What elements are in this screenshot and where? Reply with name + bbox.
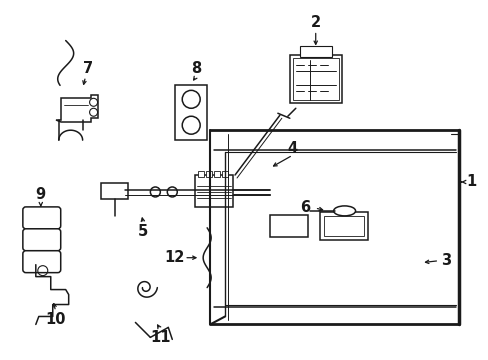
Bar xyxy=(195,175,233,207)
Bar xyxy=(222,171,227,177)
Bar xyxy=(292,58,338,100)
Bar xyxy=(319,212,367,240)
Ellipse shape xyxy=(333,206,355,216)
FancyBboxPatch shape xyxy=(23,251,61,273)
Bar xyxy=(214,171,220,177)
Bar xyxy=(101,183,128,199)
Text: 6: 6 xyxy=(299,201,309,215)
Polygon shape xyxy=(56,95,98,122)
Text: 4: 4 xyxy=(287,141,297,156)
Text: 9: 9 xyxy=(36,188,46,202)
Bar xyxy=(175,85,207,140)
Text: 7: 7 xyxy=(82,61,93,76)
Bar xyxy=(206,171,212,177)
FancyBboxPatch shape xyxy=(23,207,61,229)
Bar xyxy=(299,45,331,58)
Text: 3: 3 xyxy=(440,253,450,268)
Text: 11: 11 xyxy=(150,330,170,345)
Text: 5: 5 xyxy=(138,224,148,239)
Text: 2: 2 xyxy=(310,15,320,30)
Bar xyxy=(323,216,363,236)
Bar xyxy=(269,215,307,237)
Text: 8: 8 xyxy=(191,61,201,76)
Text: 12: 12 xyxy=(164,250,184,265)
FancyBboxPatch shape xyxy=(23,229,61,251)
Text: 10: 10 xyxy=(45,312,66,327)
Text: 1: 1 xyxy=(465,175,475,189)
Bar xyxy=(198,171,203,177)
Bar xyxy=(289,55,341,103)
